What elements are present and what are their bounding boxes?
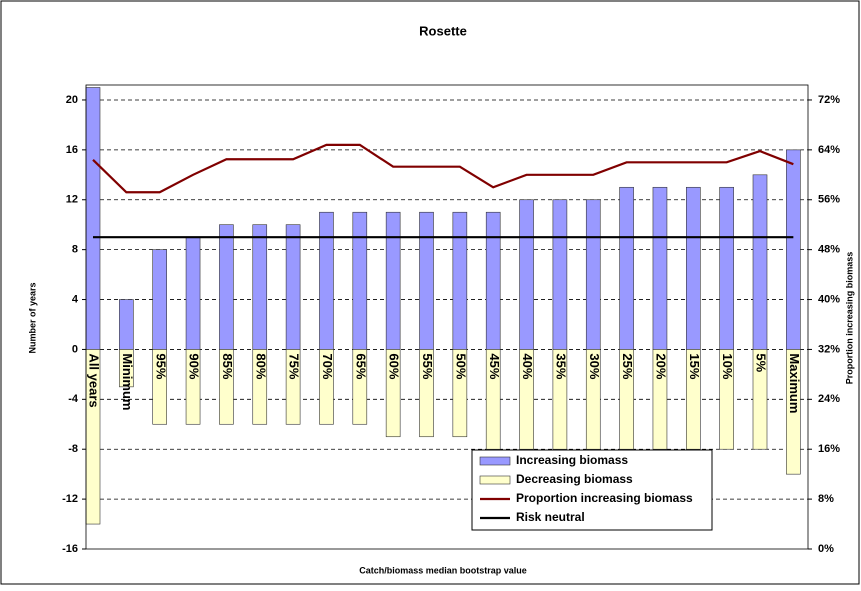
x-tick-label: 35% — [553, 353, 568, 379]
legend-label: Increasing biomass — [516, 453, 628, 467]
y2-tick-label: 24% — [818, 393, 840, 405]
x-tick-label: 45% — [487, 353, 502, 379]
y2-axis-title: Proportion increasing biomass — [844, 252, 854, 385]
bar — [219, 224, 234, 350]
x-tick-label: 75% — [287, 353, 302, 379]
bar — [619, 186, 634, 350]
x-tick-label: 15% — [687, 353, 702, 379]
x-tick-label: 40% — [520, 353, 535, 379]
bar — [752, 174, 768, 350]
bar — [285, 349, 301, 425]
legend-label: Decreasing biomass — [516, 472, 633, 486]
bar — [619, 349, 634, 450]
y2-tick-label: 48% — [818, 244, 840, 256]
bar — [652, 349, 668, 450]
bar — [485, 349, 501, 450]
x-tick-label: 85% — [220, 353, 235, 379]
legend-box — [471, 449, 713, 531]
bar — [519, 349, 534, 450]
y-tick-label: -4 — [68, 393, 79, 405]
x-tick-label: 20% — [654, 353, 669, 379]
bar — [185, 236, 201, 350]
bar — [786, 349, 801, 475]
bar — [719, 186, 734, 350]
y-tick-label: -12 — [62, 493, 78, 505]
bar — [552, 199, 568, 350]
x-tick-label: 80% — [253, 353, 268, 379]
line — [92, 143, 794, 194]
bar — [252, 224, 268, 350]
legend-swatch — [479, 456, 511, 466]
bar — [285, 224, 301, 350]
x-tick-label: 50% — [453, 353, 468, 379]
y-tick-label: 4 — [72, 293, 79, 305]
x-axis-title: Catch/biomass median bootstrap value — [359, 565, 527, 575]
bar — [452, 211, 468, 350]
x-tick-label: 55% — [420, 353, 435, 379]
bar — [652, 186, 668, 350]
bar — [485, 211, 501, 350]
legend-label: Risk neutral — [516, 510, 585, 524]
y-tick-label: 12 — [66, 194, 78, 206]
bar — [419, 211, 434, 350]
y-tick-label: 20 — [66, 94, 78, 106]
x-tick-label: 25% — [620, 353, 635, 379]
bar — [352, 349, 368, 425]
bar — [185, 349, 201, 425]
x-tick-label: Minimum — [120, 353, 135, 410]
x-tick-label: 60% — [387, 353, 402, 379]
chart-title: Rosette — [419, 23, 467, 38]
x-tick-label: Maximum — [787, 353, 802, 413]
x-tick-label: 10% — [720, 353, 735, 379]
bar — [85, 87, 101, 350]
y2-tick-label: 8% — [818, 493, 834, 505]
bar — [252, 349, 268, 425]
y2-tick-label: 32% — [818, 343, 840, 355]
y2-tick-label: 16% — [818, 443, 840, 455]
bar — [152, 249, 167, 350]
legend-label: Proportion increasing biomass — [516, 491, 693, 505]
bar — [319, 349, 334, 425]
bar — [685, 186, 701, 350]
bar — [786, 149, 801, 350]
plot-border — [85, 84, 809, 550]
x-tick-label: 30% — [587, 353, 602, 379]
y-tick-label: -16 — [62, 543, 78, 555]
y2-tick-label: 72% — [818, 94, 840, 106]
y-tick-label: 16 — [66, 144, 78, 156]
bar — [519, 199, 534, 350]
y-tick-label: -8 — [68, 443, 78, 455]
bar — [219, 349, 234, 425]
y2-tick-label: 56% — [818, 194, 840, 206]
bar — [685, 349, 701, 450]
bar — [385, 211, 401, 350]
y2-tick-label: 64% — [818, 144, 840, 156]
bar — [385, 349, 401, 438]
y-tick-label: 8 — [72, 244, 78, 256]
x-tick-label: 65% — [353, 353, 368, 379]
bar — [119, 349, 134, 388]
bar — [452, 349, 468, 438]
x-tick-label: 95% — [153, 353, 168, 379]
legend-swatch — [479, 475, 511, 485]
y2-tick-label: 0% — [818, 543, 834, 555]
bar — [719, 349, 734, 450]
bar — [352, 211, 368, 350]
y-axis-title: Number of years — [27, 282, 37, 353]
bar — [585, 349, 601, 450]
bar — [552, 349, 568, 450]
bar — [152, 349, 167, 425]
bar — [419, 349, 434, 438]
bar — [119, 299, 134, 350]
x-tick-label: 90% — [187, 353, 202, 379]
x-tick-label: All years — [87, 353, 102, 407]
x-tick-label: 5% — [754, 353, 769, 372]
y-tick-label: 0 — [72, 343, 78, 355]
bar — [752, 349, 768, 450]
bar — [319, 211, 334, 350]
x-tick-label: 70% — [320, 353, 335, 379]
bar — [585, 199, 601, 350]
y2-tick-label: 40% — [818, 293, 840, 305]
